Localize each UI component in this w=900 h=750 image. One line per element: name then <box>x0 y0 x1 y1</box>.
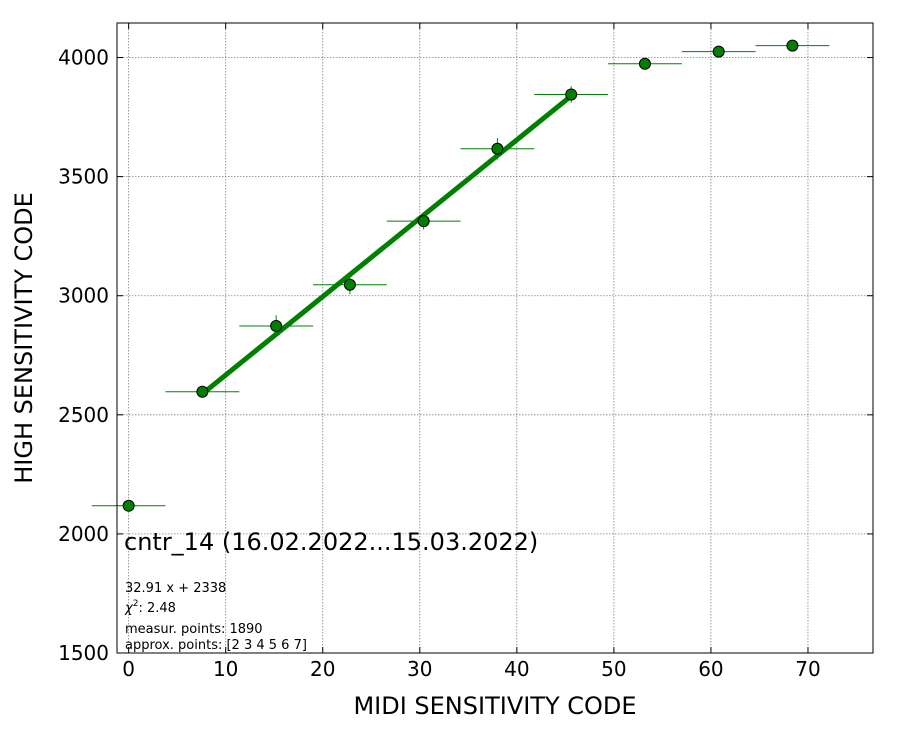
y-tick-label: 3500 <box>58 165 109 189</box>
data-point <box>786 39 799 52</box>
data-points <box>122 39 799 512</box>
data-point <box>638 57 651 70</box>
x-tick-label: 10 <box>213 657 238 681</box>
x-tick-label: 30 <box>407 657 432 681</box>
y-axis-label: HIGH SENSITIVITY CODE <box>10 192 38 484</box>
data-point <box>712 45 725 58</box>
data-point <box>343 278 356 291</box>
grid <box>117 23 873 654</box>
plot-frame <box>116 22 874 654</box>
fit-line <box>200 94 573 396</box>
error-bars <box>91 45 830 507</box>
y-tick-label: 2000 <box>58 522 109 546</box>
data-point <box>270 319 283 332</box>
y-tick-label: 3000 <box>58 284 109 308</box>
x-tick-label: 70 <box>795 657 820 681</box>
chi2-value: : 2.48 <box>138 601 175 616</box>
y-tick-label: 1500 <box>58 641 109 665</box>
data-point <box>417 215 430 228</box>
chi2-superscript: 2 <box>133 599 139 609</box>
data-point <box>491 142 504 155</box>
data-point <box>196 385 209 398</box>
data-point <box>122 499 135 512</box>
annotation-approx-points: approx. points: [2 3 4 5 6 7] <box>125 638 307 653</box>
tick-labels: 0 10 20 30 40 50 60 70 1500 2000 2500 3000 3500 4000 <box>58 46 821 681</box>
annotation-title: cntr_14 (16.02.2022...15.03.2022) <box>124 528 538 556</box>
x-axis-label: MIDI SENSITIVITY CODE <box>353 692 636 720</box>
y-tick-label: 4000 <box>58 46 109 70</box>
x-tick-label: 40 <box>504 657 529 681</box>
x-tick-label: 60 <box>698 657 723 681</box>
data-point <box>565 88 578 101</box>
x-tick-label: 0 <box>122 657 135 681</box>
x-tick-label: 50 <box>601 657 626 681</box>
fit-line-layer <box>200 94 573 396</box>
annotation-formula: 32.91 x + 2338 <box>125 581 226 596</box>
chi2-symbol: χ <box>124 601 134 616</box>
x-tick-label: 20 <box>310 657 335 681</box>
y-tick-label: 2500 <box>58 403 109 427</box>
ticks <box>117 23 873 654</box>
annotation-measur-points: measur. points: 1890 <box>125 622 263 637</box>
annotation-chi2: χ2: 2.48 <box>124 599 176 616</box>
